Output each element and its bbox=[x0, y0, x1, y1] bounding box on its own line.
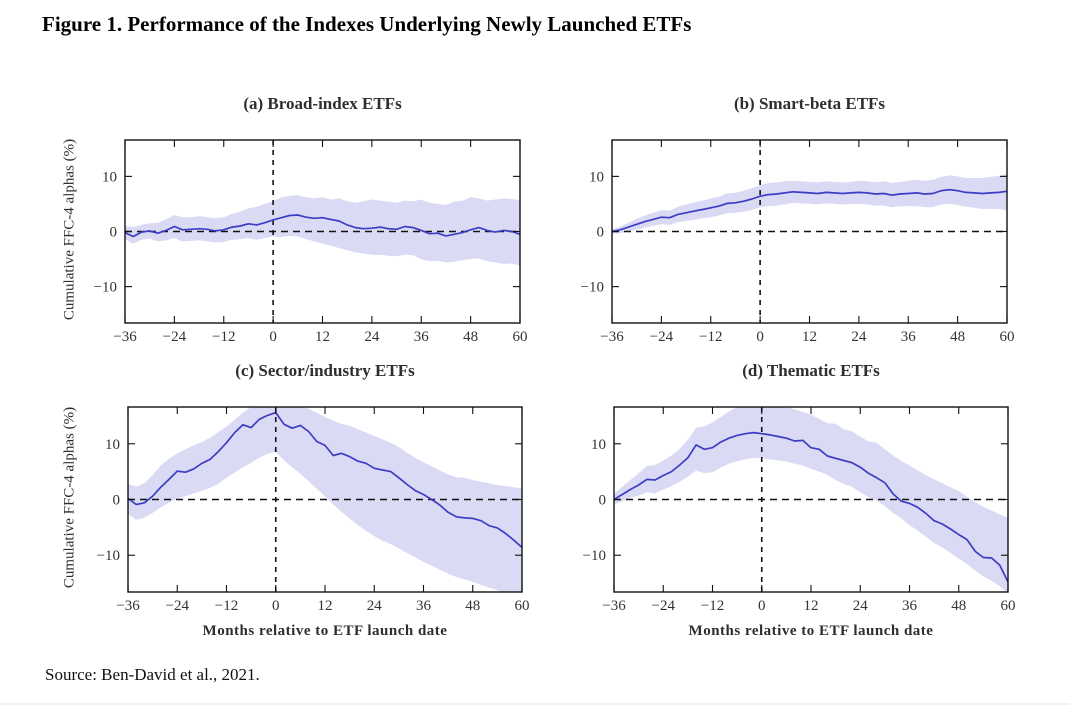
svg-text:48: 48 bbox=[950, 329, 965, 345]
svg-text:36: 36 bbox=[414, 329, 430, 345]
svg-text:60: 60 bbox=[515, 598, 530, 614]
svg-text:−24: −24 bbox=[652, 598, 676, 614]
panel-b: (b) Smart-beta ETFs −36 −24 −12 0 12 24 36 48 60… bbox=[567, 88, 1027, 350]
svg-text:0: 0 bbox=[272, 598, 280, 614]
source-caption: Source: Ben-David et al., 2021. bbox=[45, 665, 260, 684]
page-bottom-divider bbox=[0, 703, 1070, 705]
svg-text:48: 48 bbox=[951, 598, 966, 614]
panel-a-title: (a) Broad-index ETFs bbox=[243, 94, 402, 113]
svg-text:60: 60 bbox=[1001, 598, 1016, 614]
svg-text:24: 24 bbox=[851, 329, 867, 345]
svg-text:24: 24 bbox=[853, 598, 869, 614]
svg-text:−24: −24 bbox=[650, 329, 674, 345]
svg-text:−10: −10 bbox=[97, 548, 120, 564]
svg-text:−10: −10 bbox=[581, 280, 604, 296]
svg-text:−24: −24 bbox=[166, 598, 190, 614]
svg-text:12: 12 bbox=[315, 329, 330, 345]
panel-b-title: (b) Smart-beta ETFs bbox=[733, 94, 886, 113]
svg-text:48: 48 bbox=[463, 329, 478, 345]
svg-text:0: 0 bbox=[269, 329, 277, 345]
svg-text:0: 0 bbox=[113, 493, 121, 509]
svg-text:−10: −10 bbox=[94, 280, 117, 296]
panel-c-x-axis-label: Months relative to ETF launch date bbox=[202, 623, 448, 639]
svg-text:−12: −12 bbox=[701, 598, 724, 614]
y-axis-label-row2: Cumulative FFC-4 alphas (%) bbox=[61, 406, 78, 589]
y-axis-label-row1: Cumulative FFC-4 alphas (%) bbox=[61, 138, 78, 321]
svg-text:0: 0 bbox=[758, 598, 766, 614]
panel-d-title: (d) Thematic ETFs bbox=[742, 361, 880, 380]
svg-text:−36: −36 bbox=[600, 329, 624, 345]
svg-text:36: 36 bbox=[416, 598, 432, 614]
svg-text:−12: −12 bbox=[215, 598, 238, 614]
svg-text:−12: −12 bbox=[212, 329, 235, 345]
svg-text:10: 10 bbox=[102, 169, 117, 185]
svg-text:10: 10 bbox=[591, 437, 606, 453]
svg-text:12: 12 bbox=[804, 598, 819, 614]
svg-text:0: 0 bbox=[597, 225, 605, 241]
svg-text:10: 10 bbox=[105, 437, 120, 453]
panel-b-chart: −36 −24 −12 0 12 24 36 48 60 −10 0 10 bbox=[581, 139, 1015, 345]
svg-text:−24: −24 bbox=[163, 329, 187, 345]
panel-a-chart: −36 −24 −12 0 12 24 36 48 60 −10 0 10 bbox=[94, 139, 528, 345]
svg-text:60: 60 bbox=[513, 329, 528, 345]
svg-text:−36: −36 bbox=[113, 329, 137, 345]
svg-text:60: 60 bbox=[1000, 329, 1015, 345]
svg-text:10: 10 bbox=[589, 169, 604, 185]
svg-text:24: 24 bbox=[364, 329, 380, 345]
panel-d: (d) Thematic ETFs −36 −24 −12 0 12 24 36 48 60 −1… bbox=[569, 355, 1029, 655]
svg-text:36: 36 bbox=[902, 598, 918, 614]
svg-text:0: 0 bbox=[599, 493, 607, 509]
svg-text:−10: −10 bbox=[583, 548, 606, 564]
panel-c: (c) Sector/industry ETFs −36 −24 −12 0 12 24 3… bbox=[83, 355, 543, 655]
svg-text:48: 48 bbox=[465, 598, 480, 614]
figure-title: Figure 1. Performance of the Indexes Und… bbox=[42, 12, 692, 36]
panel-a: (a) Broad-index ETFs −36 −24 −12 0 12 24 36 48 6… bbox=[80, 88, 540, 350]
svg-text:−36: −36 bbox=[116, 598, 140, 614]
svg-text:36: 36 bbox=[901, 329, 917, 345]
svg-text:12: 12 bbox=[802, 329, 817, 345]
svg-text:0: 0 bbox=[756, 329, 764, 345]
panel-c-title: (c) Sector/industry ETFs bbox=[235, 361, 415, 380]
panel-d-x-axis-label: Months relative to ETF launch date bbox=[688, 623, 934, 639]
panel-c-chart: −36 −24 −12 0 12 24 36 48 60 −10 0 10 bbox=[97, 406, 530, 614]
svg-text:12: 12 bbox=[318, 598, 333, 614]
svg-text:24: 24 bbox=[367, 598, 383, 614]
svg-text:0: 0 bbox=[110, 225, 118, 241]
svg-text:−36: −36 bbox=[602, 598, 626, 614]
svg-text:−12: −12 bbox=[699, 329, 722, 345]
panel-d-chart: −36 −24 −12 0 12 24 36 48 60 −10 0 10 bbox=[583, 406, 1016, 614]
